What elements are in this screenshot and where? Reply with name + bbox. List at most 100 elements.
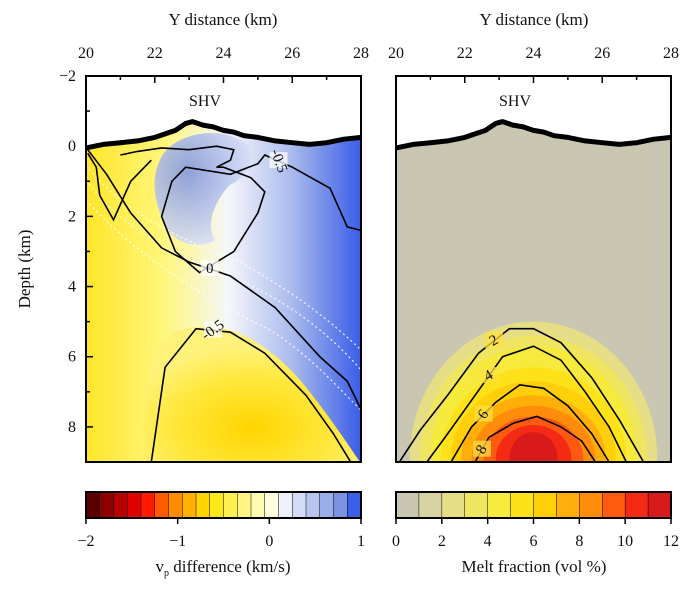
contour-label-bg bbox=[474, 405, 493, 422]
melt-colorbar bbox=[395, 491, 672, 519]
colorbar-swatch bbox=[264, 491, 280, 519]
colorbar-swatch bbox=[556, 491, 581, 519]
melt-annotation-shv: SHV bbox=[499, 93, 531, 110]
colorbar-tick-label: 4 bbox=[484, 533, 492, 550]
contour-label-bg bbox=[269, 152, 288, 169]
contour-line bbox=[150, 327, 352, 462]
colorbar-swatch bbox=[127, 491, 142, 519]
contour-line bbox=[426, 345, 628, 462]
colorbar-swatch bbox=[195, 491, 211, 519]
colorbar-swatch bbox=[292, 491, 307, 519]
colorbar-swatch bbox=[333, 491, 348, 519]
colorbar-swatch bbox=[278, 491, 293, 519]
vp-colorbar-label: vp difference (km/s) bbox=[156, 557, 291, 579]
contour-label-bg bbox=[479, 367, 498, 384]
melt-air-mask bbox=[396, 76, 671, 148]
colorbar-swatch bbox=[113, 491, 128, 519]
vp-colorbar bbox=[85, 491, 362, 519]
colorbar-swatch bbox=[579, 491, 603, 519]
colorbar-swatch bbox=[418, 491, 443, 519]
x-tick-label: 26 bbox=[594, 45, 610, 62]
colorbar-swatch bbox=[533, 491, 558, 519]
contour-line bbox=[450, 383, 610, 462]
contour-line bbox=[120, 145, 361, 274]
x-tick-label: 28 bbox=[353, 45, 369, 62]
y-tick-label: 6 bbox=[68, 349, 76, 366]
colorbar-swatch bbox=[624, 491, 649, 519]
colorbar-swatch bbox=[487, 491, 512, 519]
colorbar-tick-label: 2 bbox=[438, 533, 446, 550]
y-tick-label: 2 bbox=[68, 208, 76, 225]
x-tick-label: 20 bbox=[78, 45, 94, 62]
colorbar-swatch bbox=[237, 491, 252, 519]
melt-contour-lines bbox=[398, 327, 645, 462]
melt-colorbar-ticks: 0 2 4 6 8 10 12 bbox=[392, 518, 679, 550]
colorbar-swatch bbox=[250, 491, 266, 519]
x-tick-label: 24 bbox=[526, 45, 542, 62]
melt-band bbox=[509, 432, 558, 462]
vp-air-mask bbox=[86, 76, 361, 148]
colorbar-swatch bbox=[647, 491, 672, 519]
x-tick-label: 20 bbox=[388, 45, 404, 62]
colorbar-tick-label: −2 bbox=[77, 533, 94, 550]
vp-fast-blob bbox=[154, 132, 251, 245]
colorbar-swatch bbox=[464, 491, 489, 519]
y-tick-label: 0 bbox=[68, 138, 76, 155]
colorbar-tick-label: 1 bbox=[357, 533, 365, 550]
colorbar-swatch bbox=[209, 491, 225, 519]
x-tick-label: 28 bbox=[663, 45, 679, 62]
colorbar-swatch bbox=[395, 491, 420, 519]
colorbar-swatch bbox=[168, 491, 183, 519]
melt-x-axis-title: Y distance (km) bbox=[480, 10, 589, 29]
contour-label-bg bbox=[472, 440, 491, 457]
melt-colorbar-label: Melt fraction (vol %) bbox=[462, 557, 607, 576]
contour-line bbox=[474, 415, 597, 462]
contour-label-bg bbox=[484, 331, 503, 348]
x-tick-label: 22 bbox=[457, 45, 473, 62]
vp-topography-line bbox=[86, 119, 361, 151]
melt-topography-line bbox=[396, 119, 671, 151]
contour-label: 0 bbox=[206, 261, 214, 277]
x-tick-label: 22 bbox=[147, 45, 163, 62]
colorbar-swatch bbox=[602, 491, 626, 519]
contour-line bbox=[87, 152, 152, 222]
vp-colorbar-ticks: −2 −1 0 1 bbox=[77, 518, 365, 550]
colorbar-tick-label: 8 bbox=[575, 533, 583, 550]
x-tick-label: 24 bbox=[216, 45, 232, 62]
colorbar-swatch bbox=[347, 491, 362, 519]
vp-annotation-shv: SHV bbox=[189, 93, 221, 110]
colorbar-swatch bbox=[305, 491, 321, 519]
vp-colorbar-frame bbox=[85, 491, 362, 519]
vp-x-ticks: 20 22 24 26 28 bbox=[78, 45, 369, 83]
melt-x-ticks: 20 22 24 26 28 bbox=[388, 45, 679, 83]
contour-label-bg bbox=[204, 321, 223, 338]
y-tick-label: 4 bbox=[68, 279, 76, 296]
colorbar-swatch bbox=[154, 491, 170, 519]
y-tick-label: −2 bbox=[59, 68, 76, 85]
colorbar-tick-label: 6 bbox=[530, 533, 538, 550]
colorbar-swatch bbox=[85, 491, 101, 519]
vp-x-axis-title: Y distance (km) bbox=[169, 10, 278, 29]
colorbar-swatch bbox=[510, 491, 535, 519]
vp-slow-region bbox=[143, 326, 360, 462]
colorbar-tick-label: −1 bbox=[169, 533, 186, 550]
colorbar-tick-label: 0 bbox=[265, 533, 273, 550]
colorbar-swatch bbox=[99, 491, 115, 519]
colorbar-swatch bbox=[319, 491, 335, 519]
contour-line bbox=[398, 327, 645, 462]
contour-label: -0.5 bbox=[267, 147, 290, 175]
y-tick-label: 8 bbox=[68, 419, 76, 436]
x-tick-label: 26 bbox=[284, 45, 300, 62]
colorbar-swatch bbox=[441, 491, 466, 519]
colorbar-tick-label: 12 bbox=[663, 533, 679, 550]
y-axis-title: Depth (km) bbox=[15, 230, 34, 309]
colorbar-tick-label: 0 bbox=[392, 533, 400, 550]
contour-label-bg bbox=[200, 260, 219, 276]
colorbar-swatch bbox=[182, 491, 197, 519]
colorbar-swatch bbox=[223, 491, 238, 519]
colorbar-tick-label: 10 bbox=[617, 533, 633, 550]
